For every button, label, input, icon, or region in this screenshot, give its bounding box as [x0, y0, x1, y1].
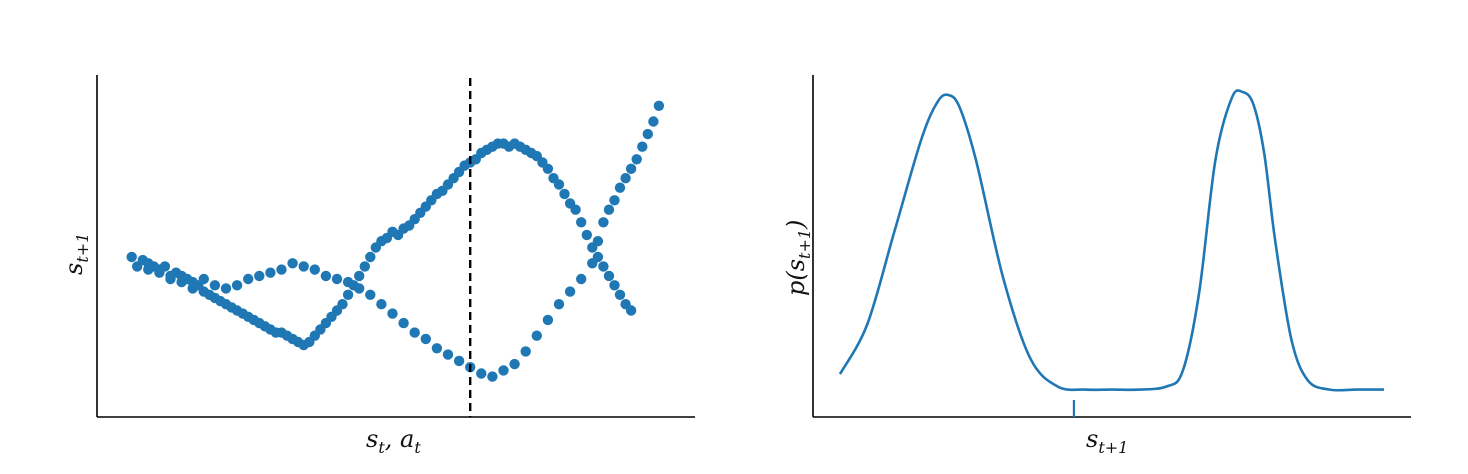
left-scatter-panel: st, at st+1 [60, 75, 695, 457]
scatter-point [587, 258, 598, 269]
right-y-axis-label: p(st+1) [782, 220, 814, 296]
scatter-point [337, 299, 348, 310]
right-density-panel: st+1 p(st+1) [782, 75, 1411, 457]
scatter-point [365, 251, 376, 263]
scatter-point [637, 141, 648, 152]
scatter-point [342, 276, 354, 288]
scatter-point [320, 270, 332, 282]
scatter-point [132, 261, 143, 272]
density-curve [838, 89, 1384, 392]
scatter-point [359, 261, 370, 272]
scatter-point [609, 195, 620, 206]
left-y-axis-label: st+1 [60, 233, 92, 275]
scatter-point [576, 273, 587, 285]
scatter-point [609, 280, 620, 291]
scatter-point [365, 289, 376, 300]
scatter-point [476, 368, 487, 379]
scatter-point [509, 358, 520, 370]
scatter-point [531, 330, 542, 341]
scatter-point [553, 299, 565, 310]
scatter-point [276, 264, 287, 275]
scatter-point [648, 116, 659, 127]
scatter-point [220, 283, 232, 294]
scatter-point [653, 100, 665, 112]
scatter-point [431, 343, 443, 354]
scatter-point [342, 289, 354, 300]
right-x-axis-label: st+1 [1086, 425, 1128, 457]
scatter-points [126, 100, 665, 382]
scatter-point [354, 283, 365, 294]
scatter-point [409, 327, 420, 338]
scatter-point [598, 261, 609, 272]
scatter-point [559, 188, 570, 200]
scatter-point [564, 286, 576, 297]
scatter-point [387, 308, 398, 319]
scatter-point [553, 179, 565, 190]
scatter-point [231, 280, 243, 291]
scatter-point [620, 173, 631, 184]
scatter-point [143, 264, 154, 275]
scatter-point [287, 258, 298, 269]
scatter-point [354, 270, 365, 282]
scatter-point [154, 267, 165, 278]
scatter-point [498, 365, 509, 376]
scatter-point [376, 299, 387, 310]
scatter-point [581, 229, 592, 241]
scatter-point [176, 270, 187, 282]
scatter-point [209, 280, 221, 291]
scatter-point [331, 273, 343, 285]
scatter-point [576, 217, 587, 228]
scatter-point [309, 264, 320, 275]
scatter-point [298, 261, 309, 272]
scatter-point [442, 349, 454, 360]
scatter-point [487, 371, 498, 382]
scatter-point [598, 217, 609, 228]
scatter-point [453, 355, 465, 367]
scatter-point [542, 314, 554, 326]
scatter-point [398, 317, 409, 329]
scatter-point [614, 289, 626, 300]
scatter-point [254, 270, 265, 282]
scatter-point [614, 182, 626, 193]
scatter-point [126, 251, 137, 263]
scatter-point [603, 204, 615, 215]
scatter-point [243, 273, 254, 285]
left-x-axis-label: st, at [366, 425, 421, 457]
scatter-point [603, 270, 615, 282]
scatter-point [520, 346, 531, 357]
scatter-point [631, 154, 642, 165]
scatter-point [570, 204, 581, 215]
scatter-point [165, 273, 176, 285]
scatter-point [420, 333, 431, 345]
scatter-point [592, 236, 604, 247]
scatter-point [642, 128, 653, 140]
scatter-point [265, 267, 276, 278]
scatter-point [198, 273, 209, 285]
scatter-point [187, 276, 198, 288]
scatter-point [542, 163, 554, 174]
scatter-point [625, 163, 637, 174]
scatter-point [625, 305, 637, 316]
